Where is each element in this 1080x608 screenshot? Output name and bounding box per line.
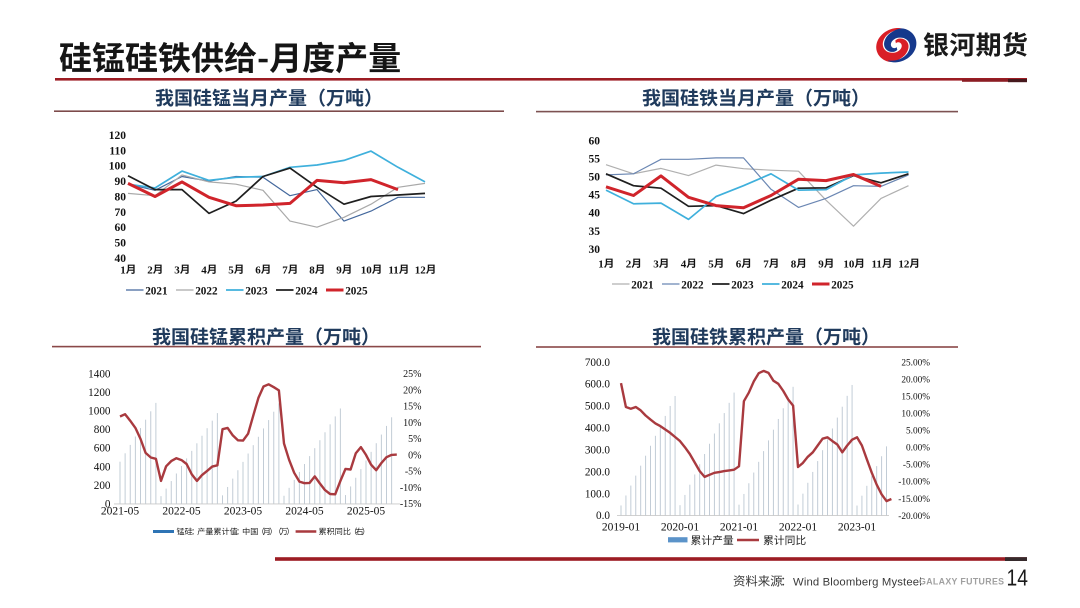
svg-text:110: 110 (109, 145, 126, 157)
svg-text:35: 35 (589, 226, 601, 238)
svg-text:0.00%: 0.00% (906, 444, 930, 454)
svg-text:15%: 15% (403, 402, 421, 413)
svg-text:10.00%: 10.00% (901, 410, 930, 420)
svg-text:200: 200 (94, 480, 111, 492)
svg-text:2: 2 (147, 264, 153, 276)
svg-text:25.00%: 25.00% (901, 358, 930, 368)
svg-text:800: 800 (94, 424, 111, 436)
svg-text:8: 8 (791, 258, 797, 270)
svg-text:45: 45 (589, 190, 601, 202)
svg-text:-5.00%: -5.00% (903, 461, 930, 471)
svg-text:6: 6 (255, 264, 261, 276)
svg-text:60: 60 (115, 222, 127, 234)
svg-text:2021-01: 2021-01 (720, 522, 759, 534)
svg-text:20.00%: 20.00% (901, 375, 930, 385)
svg-text:500.0: 500.0 (585, 401, 611, 413)
svg-text:200.0: 200.0 (585, 466, 611, 478)
svg-text:400: 400 (94, 461, 111, 473)
svg-text:1200: 1200 (88, 387, 111, 399)
svg-text:2023: 2023 (245, 285, 268, 297)
svg-text:5: 5 (228, 264, 234, 276)
svg-text:300.0: 300.0 (585, 445, 611, 457)
svg-text:2022-05: 2022-05 (162, 506, 201, 518)
svg-text:7: 7 (763, 258, 769, 270)
svg-text:2022-01: 2022-01 (779, 522, 818, 534)
svg-text:2020-01: 2020-01 (661, 522, 700, 534)
svg-text:0%: 0% (408, 450, 421, 461)
svg-text:15.00%: 15.00% (901, 393, 930, 403)
svg-text:2019-01: 2019-01 (602, 522, 641, 534)
svg-text:9: 9 (336, 264, 342, 276)
svg-text:GALAXY FUTURES: GALAXY FUTURES (919, 577, 1004, 587)
svg-text:5.00%: 5.00% (906, 427, 930, 437)
svg-text:6: 6 (736, 258, 742, 270)
svg-text:30: 30 (589, 244, 601, 256)
svg-text:80: 80 (115, 191, 127, 203)
svg-text:3: 3 (174, 264, 180, 276)
svg-text:8: 8 (309, 264, 315, 276)
svg-text:-15.00%: -15.00% (898, 495, 930, 505)
svg-text:11: 11 (388, 264, 398, 276)
svg-text:2024-05: 2024-05 (285, 506, 324, 518)
svg-text:50: 50 (115, 238, 127, 250)
svg-text:7: 7 (282, 264, 288, 276)
svg-text:400.0: 400.0 (585, 423, 611, 435)
svg-text:50: 50 (589, 172, 601, 184)
svg-text:2024: 2024 (295, 285, 318, 297)
svg-text:12: 12 (898, 258, 910, 270)
svg-text:5%: 5% (408, 434, 421, 445)
svg-text:1400: 1400 (88, 368, 111, 380)
svg-text:-10.00%: -10.00% (898, 478, 930, 488)
svg-text:20%: 20% (403, 385, 421, 396)
svg-text:120: 120 (109, 130, 127, 142)
svg-text:10%: 10% (403, 418, 421, 429)
svg-text:5: 5 (708, 258, 714, 270)
svg-text:2023: 2023 (731, 279, 754, 291)
svg-text:1: 1 (598, 258, 604, 270)
svg-text:-5%: -5% (405, 467, 422, 478)
svg-text:600: 600 (94, 443, 111, 455)
svg-text:2: 2 (626, 258, 632, 270)
svg-text:2025: 2025 (345, 285, 368, 297)
svg-text:2021-05: 2021-05 (101, 506, 140, 518)
svg-text:40: 40 (589, 208, 601, 220)
svg-text:10: 10 (361, 264, 373, 276)
svg-text:2024: 2024 (781, 279, 804, 291)
svg-text:-20.00%: -20.00% (898, 512, 930, 522)
svg-text:70: 70 (115, 207, 127, 219)
svg-text:0: 0 (105, 499, 111, 511)
svg-text:-15%: -15% (400, 499, 422, 510)
svg-text:0.0: 0.0 (596, 510, 610, 522)
svg-text:700.0: 700.0 (585, 357, 611, 369)
svg-text:90: 90 (115, 176, 127, 188)
svg-text:1000: 1000 (88, 406, 111, 418)
svg-text:600.0: 600.0 (585, 379, 611, 391)
svg-text:2023-05: 2023-05 (224, 506, 263, 518)
svg-text:100: 100 (109, 161, 127, 173)
svg-text:1: 1 (120, 264, 126, 276)
svg-text:9: 9 (818, 258, 824, 270)
svg-text:100.0: 100.0 (585, 488, 611, 500)
svg-text:2023-01: 2023-01 (838, 522, 877, 534)
svg-text:4: 4 (201, 264, 207, 276)
svg-text:14: 14 (1007, 565, 1028, 591)
svg-text:2022: 2022 (681, 279, 704, 291)
svg-text:2021: 2021 (145, 285, 168, 297)
svg-text:12: 12 (415, 264, 427, 276)
svg-text:55: 55 (589, 154, 601, 166)
svg-text:60: 60 (589, 135, 601, 147)
svg-text:3: 3 (653, 258, 659, 270)
svg-text:4: 4 (681, 258, 687, 270)
svg-text:Wind Bloomberg Mysteel: Wind Bloomberg Mysteel (793, 577, 922, 589)
svg-text:2025-05: 2025-05 (347, 506, 386, 518)
svg-text:-10%: -10% (400, 483, 422, 494)
svg-text:40: 40 (115, 253, 127, 265)
svg-text:10: 10 (843, 258, 855, 270)
svg-text:11: 11 (871, 258, 881, 270)
svg-text:25%: 25% (403, 369, 421, 380)
svg-text:2025: 2025 (831, 279, 854, 291)
svg-text:2022: 2022 (195, 285, 218, 297)
svg-text:2021: 2021 (631, 279, 654, 291)
